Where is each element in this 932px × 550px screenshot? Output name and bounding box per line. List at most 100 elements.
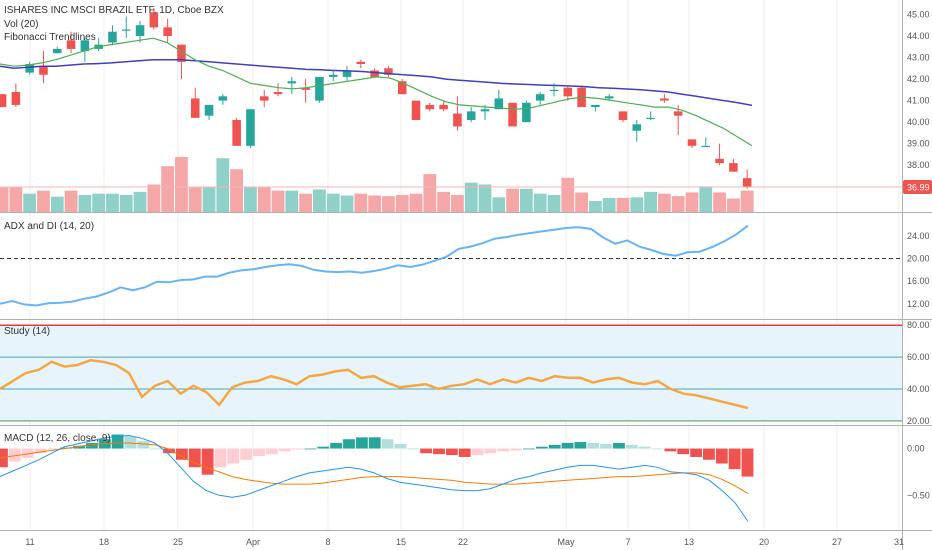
candle bbox=[425, 102, 435, 112]
price-tick-label: 40.00 bbox=[907, 117, 930, 127]
time-axis-label: 13 bbox=[684, 537, 694, 547]
volume-bars bbox=[0, 157, 754, 212]
macd-pane[interactable]: 0.00 −0.50 bbox=[0, 434, 930, 522]
volume-bar bbox=[92, 193, 106, 212]
time-axis: 11 18 25 Apr 8 15 22 May 7 13 20 27 31 bbox=[25, 537, 904, 547]
candle bbox=[328, 70, 338, 82]
candle-body bbox=[246, 109, 255, 146]
candle bbox=[618, 111, 628, 123]
macd-histogram-bar bbox=[137, 441, 150, 449]
macd-histogram-bar bbox=[85, 442, 98, 449]
volume-bar bbox=[699, 186, 713, 212]
candle-body bbox=[121, 29, 131, 31]
time-axis-label: Apr bbox=[246, 537, 260, 547]
volume-bar bbox=[575, 192, 588, 212]
macd-histogram-bar bbox=[445, 448, 458, 456]
volume-bar bbox=[354, 193, 368, 212]
candle-body bbox=[232, 120, 241, 146]
study-pane[interactable]: 20.00 40.00 60.00 80.00 bbox=[0, 320, 930, 426]
volume-bar bbox=[202, 187, 216, 212]
study-tick-label: 40.00 bbox=[907, 384, 930, 394]
chart-title: ISHARES INC MSCI BRAZIL ETF, 1D, Cboe BZ… bbox=[4, 5, 224, 16]
price-tick-label: 39.00 bbox=[907, 139, 930, 149]
macd-histogram-bar bbox=[394, 443, 407, 449]
macd-tick-label: −0.50 bbox=[907, 490, 930, 500]
candle bbox=[163, 18, 172, 43]
volume-bar bbox=[409, 193, 423, 212]
candle bbox=[177, 44, 186, 80]
candle bbox=[646, 111, 655, 120]
candle-body bbox=[742, 178, 752, 187]
macd-histogram-bar bbox=[728, 448, 741, 470]
volume-bar bbox=[340, 195, 354, 212]
candle bbox=[715, 143, 724, 166]
candle-body bbox=[535, 94, 545, 101]
volume-bar bbox=[0, 187, 9, 212]
macd-signal-line bbox=[0, 442, 749, 494]
volume-bar bbox=[106, 193, 119, 212]
macd-histogram-bar bbox=[265, 448, 278, 455]
macd-histogram-bar bbox=[73, 445, 85, 449]
study-label-fib: Fibonacci Trendlines bbox=[4, 32, 96, 43]
volume-bar bbox=[630, 197, 644, 212]
volume-bar bbox=[644, 191, 657, 212]
volume-bar bbox=[161, 166, 175, 212]
macd-histogram-bar bbox=[703, 448, 715, 460]
candle-body bbox=[301, 87, 310, 90]
candle bbox=[218, 94, 228, 105]
macd-histogram-bar bbox=[317, 446, 330, 449]
macd-line bbox=[0, 434, 749, 522]
candle bbox=[273, 83, 283, 97]
candle bbox=[246, 109, 255, 148]
main-price-pane[interactable]: 38.00 39.00 40.00 41.00 42.00 43.00 44.00 45.00 bbox=[0, 8, 930, 212]
moving-average-slow bbox=[0, 58, 753, 107]
volume-bar bbox=[602, 197, 616, 212]
candle-body bbox=[0, 94, 7, 108]
time-axis-label: May bbox=[557, 537, 575, 547]
macd-histogram-bar bbox=[188, 448, 201, 468]
candle bbox=[315, 76, 324, 103]
macd-histogram-bar bbox=[574, 442, 587, 449]
candle bbox=[508, 102, 517, 127]
candle bbox=[591, 104, 600, 112]
macd-histogram-bar bbox=[600, 443, 613, 449]
macd-histogram-bar bbox=[561, 442, 574, 449]
candle bbox=[356, 59, 366, 69]
candle-body bbox=[66, 40, 76, 49]
candle-body bbox=[660, 98, 669, 101]
candle-body bbox=[466, 111, 476, 120]
time-axis-label: 11 bbox=[25, 537, 34, 547]
adx-pane[interactable]: 12.00 16.00 20.00 24.00 bbox=[0, 224, 930, 309]
candle bbox=[39, 51, 48, 84]
candle-body bbox=[715, 158, 724, 164]
macd-histogram-bar bbox=[638, 446, 651, 449]
candle-body bbox=[52, 48, 62, 54]
candle-body bbox=[204, 104, 214, 116]
volume-bar bbox=[657, 193, 671, 212]
macd-histogram-bar bbox=[330, 442, 343, 449]
macd-tick-label: 0.00 bbox=[907, 444, 925, 454]
candle-body bbox=[563, 87, 573, 97]
volume-bar bbox=[464, 182, 478, 212]
adx-axis-ticks: 12.00 16.00 20.00 24.00 bbox=[907, 231, 930, 309]
candle bbox=[259, 89, 269, 108]
candle bbox=[466, 107, 476, 123]
candle-body bbox=[453, 113, 462, 127]
candle bbox=[190, 87, 200, 118]
volume-bar bbox=[382, 196, 395, 212]
study-band bbox=[0, 325, 902, 421]
volume-bar bbox=[299, 193, 313, 212]
volume-bar bbox=[175, 157, 188, 212]
candlesticks bbox=[0, 8, 752, 189]
macd-histogram-bar bbox=[47, 448, 60, 450]
candle bbox=[397, 79, 407, 95]
macd-histogram-bar bbox=[497, 448, 510, 452]
candle-body bbox=[618, 111, 628, 120]
candle-body bbox=[384, 68, 393, 75]
candle bbox=[439, 100, 448, 112]
candle bbox=[135, 20, 145, 43]
macd-histogram-bar bbox=[355, 437, 368, 449]
price-tick-label: 38.00 bbox=[907, 160, 930, 170]
price-tick-label: 41.00 bbox=[907, 96, 930, 106]
